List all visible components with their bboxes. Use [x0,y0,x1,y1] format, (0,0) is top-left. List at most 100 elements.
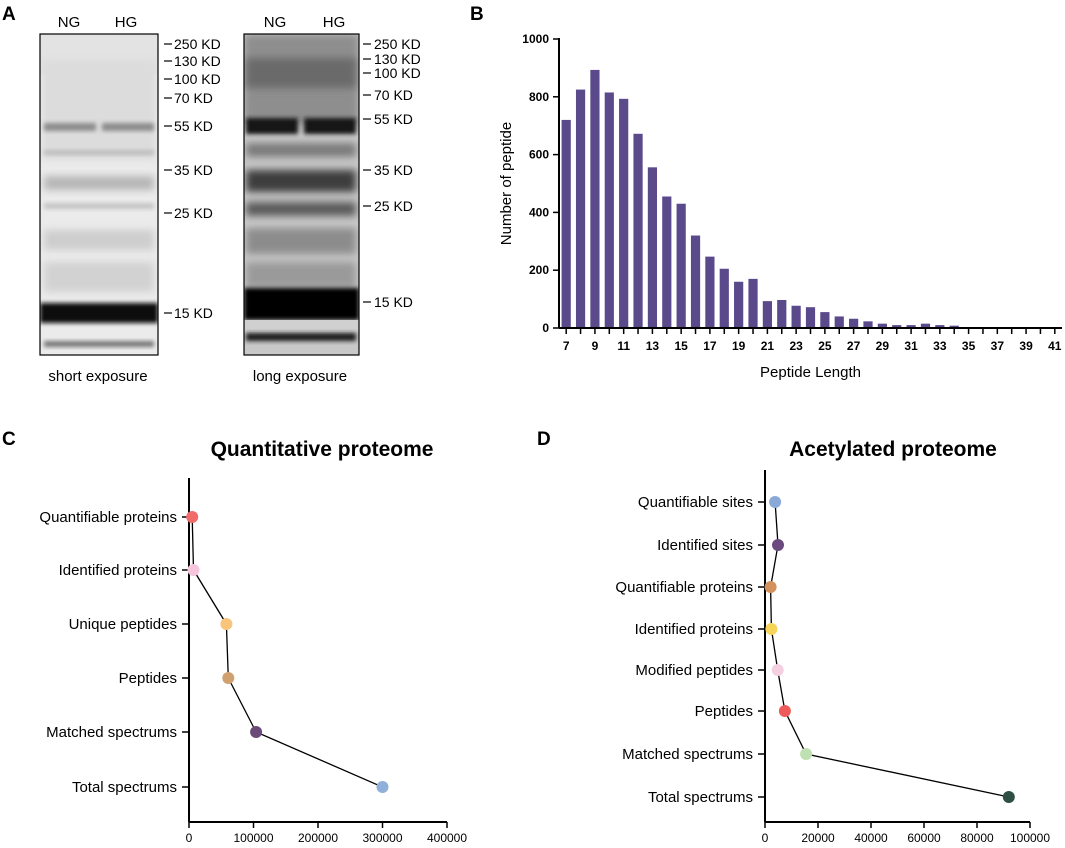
data-point [250,726,263,738]
x-tick-label: 80000 [960,831,994,845]
x-tick-label: 200000 [298,831,338,845]
marker-70: 70 KD [374,87,413,103]
category-label: Total spectrums [648,789,753,806]
category-label: Identified proteins [59,562,177,579]
y-tick-label: 1000 [522,32,549,46]
bar-21 [762,301,772,328]
western-blot-short-exposure: NG HG 250 KD 130 KD 100 KD 70 KD [39,14,221,385]
x-tick-label: 23 [789,339,803,353]
data-point [187,564,200,576]
y-tick-label: 800 [529,90,549,104]
bar-19 [734,281,744,328]
data-point [764,581,777,593]
data-point [778,705,791,717]
acetylated-proteome-chart: Acetylated proteome 0 20000 40000 60000 80000… [615,438,1050,845]
data-point [222,672,235,684]
blot-bands [40,34,158,347]
panel-label-d: D [537,429,551,450]
category-label: Modified peptides [635,662,753,679]
x-tick-label: 19 [732,339,746,353]
marker-130: 130 KD [374,51,421,67]
lane-label-ng: NG [264,14,287,31]
y-tick-label: 400 [529,205,549,219]
marker-100: 100 KD [174,71,221,87]
bar-25 [820,312,830,328]
bar-28 [863,321,873,328]
bar-16 [690,235,701,328]
bar-12 [633,133,643,328]
x-tick-label: 31 [904,339,918,353]
bar-32 [920,323,931,328]
bar-15 [676,203,686,328]
marker-100: 100 KD [374,65,421,81]
bar-27 [849,318,859,328]
category-label: Quantifiable proteins [615,579,753,596]
x-tick-label: 100000 [233,831,273,845]
bar-11 [619,98,629,328]
category-label: Matched spectrums [46,724,177,741]
x-tick-label: 33 [933,339,947,353]
category-label: Total spectrums [72,779,177,796]
category-label: Peptides [695,703,753,720]
bar-34 [949,325,959,328]
bar-9 [590,69,600,329]
marker-70: 70 KD [174,90,213,106]
panel-label-b: B [470,4,484,25]
bar-20 [748,278,758,328]
data-point [1002,791,1015,803]
category-label: Identified proteins [635,621,753,638]
x-tick-label: 13 [646,339,660,353]
x-tick-label: 35 [962,339,976,353]
x-tick-label: 17 [703,339,717,353]
x-tick-label: 25 [818,339,832,353]
marker-250: 250 KD [174,36,221,52]
x-tick-label: 100000 [1010,831,1050,845]
chart-title: Quantitative proteome [211,438,434,461]
x-tick-label: 0 [186,831,193,845]
lane-label-ng: NG [58,14,81,31]
data-point [769,496,782,508]
x-tick-label: 20000 [801,831,835,845]
connecting-line [769,501,1009,798]
y-tick-label: 600 [529,148,549,162]
marker-15: 15 KD [374,294,413,310]
x-tick-label: 37 [991,339,1005,353]
marker-55: 55 KD [374,111,413,127]
bar-23 [791,305,801,328]
bar-33 [935,325,945,328]
chart-title: Acetylated proteome [789,438,997,461]
x-tick-label: 7 [563,339,570,353]
marker-25: 25 KD [174,205,213,221]
x-axis-label: Peptide Length [760,364,861,381]
x-tick-label: 27 [847,339,861,353]
lane-label-hg: HG [323,14,346,31]
category-label: Peptides [119,670,177,687]
bar-30 [892,325,902,328]
bar-13 [647,167,658,328]
y-tick-label: 0 [542,321,549,335]
marker-35: 35 KD [174,162,213,178]
x-tick-label: 39 [1019,339,1033,353]
data-point [800,748,813,760]
data-point [765,623,778,635]
blot-bands [244,34,359,341]
blot-caption: short exposure [48,368,147,385]
bar-22 [777,299,787,328]
x-tick-label: 400000 [427,831,467,845]
category-label: Unique peptides [69,616,177,633]
x-tick-label: 0 [762,831,769,845]
marker-130: 130 KD [174,53,221,69]
western-blot-long-exposure: NG HG 250 KD 130 KD 100 KD 70 KD [243,14,421,385]
x-tick-label: 40000 [854,831,888,845]
x-tick-label: 300000 [362,831,402,845]
panel-label-c: C [2,429,16,450]
bar-14 [662,196,672,328]
bar-10 [604,92,614,328]
marker-250: 250 KD [374,36,421,52]
data-point [186,511,199,523]
blot-caption: long exposure [253,368,347,385]
marker-labels: 250 KD 130 KD 100 KD 70 KD 55 KD 35 KD 2… [164,36,221,321]
bar-29 [877,323,887,328]
panel-label-a: A [2,4,16,25]
